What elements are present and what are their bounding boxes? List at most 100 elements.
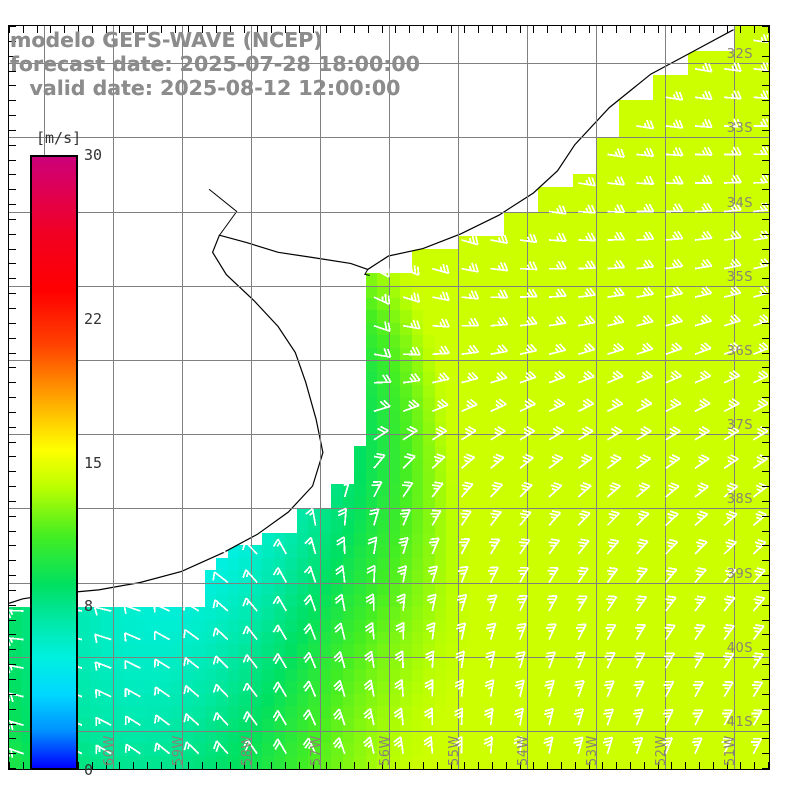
axis-tick-top — [464, 26, 466, 33]
axis-tick-bottom — [699, 762, 700, 769]
axis-tick-bottom — [354, 762, 355, 769]
grid-line-lon — [388, 26, 390, 769]
axis-tick-right — [762, 500, 769, 502]
lat-label: 36S — [726, 343, 753, 359]
axis-tick-right — [762, 708, 769, 710]
grid-line-lon — [733, 26, 735, 769]
axis-tick-top — [298, 26, 300, 33]
grid-line-lon — [526, 26, 528, 769]
axis-tick-left — [9, 218, 16, 220]
lon-label: 52W — [653, 735, 669, 766]
axis-tick-top — [478, 26, 480, 33]
axis-tick-top — [616, 26, 618, 33]
axis-tick-left — [9, 352, 16, 354]
axis-tick-left — [9, 679, 16, 680]
axis-tick-bottom — [547, 762, 549, 769]
axis-tick-bottom — [9, 762, 10, 769]
grid-line-lon — [664, 26, 666, 769]
axis-tick-bottom — [616, 762, 618, 769]
axis-tick-bottom — [754, 762, 756, 769]
axis-tick-right — [762, 411, 769, 413]
axis-tick-top — [754, 26, 756, 33]
axis-tick-top — [64, 26, 66, 33]
lat-label: 32S — [726, 47, 753, 63]
axis-tick-bottom — [271, 762, 273, 769]
axis-tick-left — [9, 575, 16, 577]
axis-tick-bottom — [519, 762, 521, 769]
axis-tick-top — [768, 26, 769, 33]
colorbar-tick-label: 8 — [84, 597, 94, 615]
lon-label: 51W — [722, 735, 738, 766]
axis-tick-left — [9, 693, 16, 695]
axis-tick-top — [160, 26, 162, 33]
axis-tick-bottom — [243, 762, 245, 769]
axis-tick-right — [762, 248, 769, 250]
grid-line-lon — [112, 26, 114, 769]
lat-label: 40S — [726, 640, 753, 656]
grid-line-lat — [9, 582, 769, 584]
axis-tick-bottom — [464, 762, 466, 769]
axis-tick-top — [174, 26, 176, 33]
axis-tick-top — [119, 26, 121, 33]
axis-tick-left — [9, 70, 16, 72]
wind-barb-layer — [9, 26, 769, 769]
colorbar-tick-label: 22 — [84, 310, 103, 328]
axis-tick-right — [762, 619, 769, 621]
axis-tick-bottom — [202, 762, 204, 769]
axis-tick-top — [712, 26, 714, 33]
axis-tick-left — [9, 738, 16, 740]
axis-tick-top — [726, 26, 728, 33]
axis-tick-top — [657, 26, 659, 33]
axis-tick-right — [762, 589, 769, 591]
axis-tick-top — [257, 26, 259, 33]
axis-tick-top — [630, 26, 631, 33]
grid-line-lat — [9, 285, 769, 287]
grid-line-lat — [9, 656, 769, 658]
chart-title-block: modelo GEFS-WAVE (NCEP) forecast date: 2… — [10, 28, 420, 100]
axis-tick-right — [762, 738, 769, 740]
axis-tick-top — [395, 26, 397, 33]
grid-line-lon — [595, 26, 597, 769]
axis-tick-right — [762, 40, 769, 42]
axis-tick-top — [147, 26, 148, 33]
axis-tick-top — [133, 26, 135, 33]
axis-tick-right — [762, 664, 769, 666]
axis-tick-top — [423, 26, 424, 33]
axis-tick-right — [762, 26, 769, 27]
axis-tick-left — [9, 367, 16, 369]
axis-tick-right — [762, 55, 769, 57]
axis-tick-left — [9, 753, 16, 755]
axis-tick-bottom — [588, 762, 590, 769]
axis-tick-left — [9, 471, 16, 473]
axis-tick-left — [9, 263, 16, 265]
lon-label: 54W — [515, 735, 531, 766]
title-forecast-date: forecast date: 2025-07-28 18:00:00 — [10, 52, 420, 76]
axis-tick-bottom — [740, 762, 742, 769]
axis-tick-top — [202, 26, 204, 33]
grid-line-lat — [9, 359, 769, 361]
grid-line-lon — [250, 26, 252, 769]
lon-label: 59W — [170, 735, 186, 766]
axis-tick-top — [50, 26, 52, 33]
axis-tick-right — [762, 604, 769, 606]
grid-line-lon — [181, 26, 183, 769]
axis-tick-left — [9, 233, 16, 235]
axis-tick-right — [762, 218, 769, 220]
axis-tick-bottom — [685, 762, 687, 769]
lon-label: 53W — [584, 735, 600, 766]
axis-tick-bottom — [326, 762, 328, 769]
axis-tick-right — [762, 441, 769, 443]
axis-tick-left — [9, 723, 16, 725]
axis-tick-bottom — [367, 762, 369, 769]
axis-tick-left — [9, 129, 16, 131]
axis-tick-bottom — [630, 762, 631, 769]
axis-tick-top — [36, 26, 38, 33]
axis-tick-right — [762, 174, 769, 176]
colorbar: [m/s] 30 22 15 8 0 — [30, 129, 102, 779]
map-plot-area: 61W60W59W58W57W56W55W54W53W52W51W 32S33S… — [8, 25, 770, 770]
axis-tick-right — [762, 723, 769, 725]
axis-tick-left — [9, 382, 16, 384]
axis-tick-bottom — [133, 762, 135, 769]
axis-tick-bottom — [147, 762, 148, 769]
axis-tick-right — [762, 382, 769, 384]
